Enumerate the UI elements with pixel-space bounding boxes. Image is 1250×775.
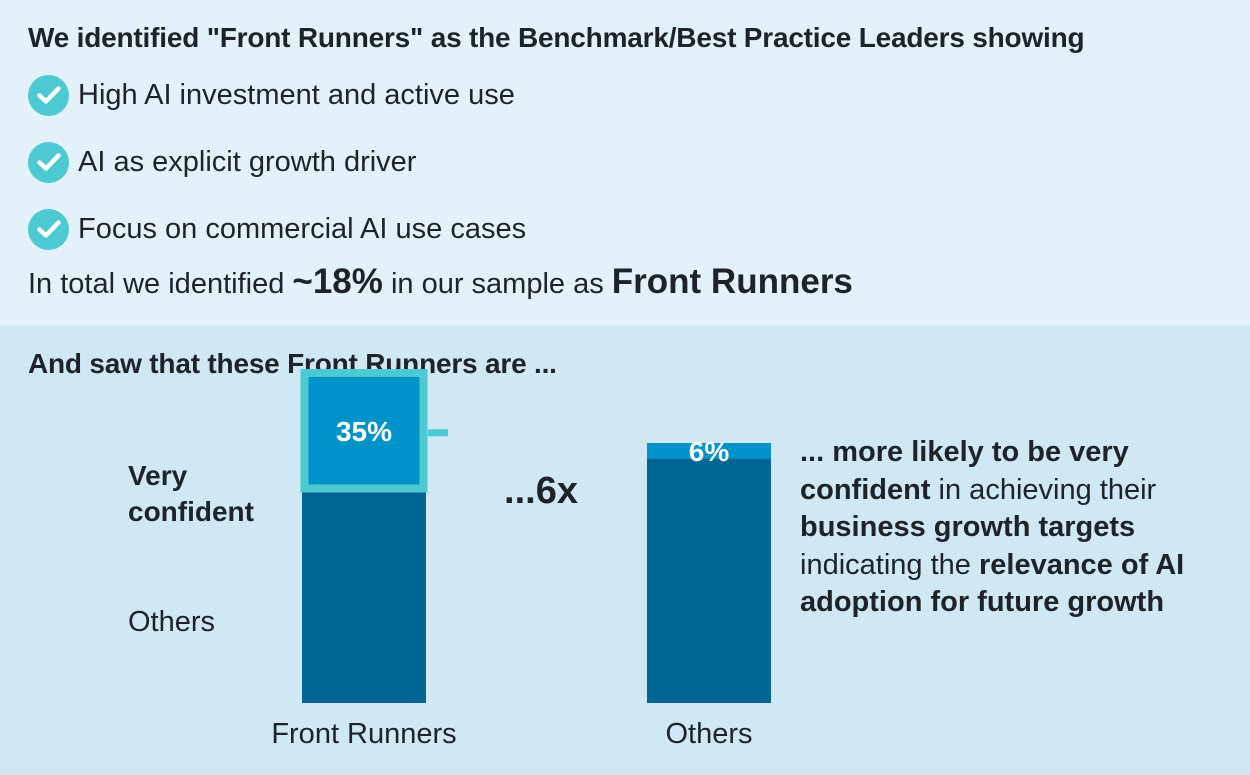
takeaway-text-2: in achieving their xyxy=(930,473,1157,506)
checkmark-icon xyxy=(28,208,69,250)
criterion-label: AI as explicit growth driver xyxy=(78,145,417,178)
takeaway-bold-5: relevance of AI adoption for future grow… xyxy=(800,548,1185,619)
summary-group: Front Runners xyxy=(611,262,853,301)
criterion-label: Focus on commercial AI use cases xyxy=(78,212,527,245)
takeaway-text-4: indicating the xyxy=(800,548,979,581)
criterion-item: Focus on commercial AI use cases xyxy=(28,208,526,250)
bar-segment-very-confident xyxy=(647,443,771,459)
series-label-very-confident-line1: Very xyxy=(128,460,188,491)
stacked-bar-chart: 35% Front Runners 6% Others Very confident Oth… xyxy=(128,369,771,750)
page-title: We identified "Front Runners" as the Ben… xyxy=(28,22,1085,53)
section-title: And saw that these Front Runners are ... xyxy=(28,348,557,379)
summary-middle: in our sample as xyxy=(390,268,604,300)
takeaway-bold-3: business growth targets xyxy=(800,511,1136,543)
results-panel xyxy=(0,325,1250,775)
checkmark-icon xyxy=(28,141,69,183)
checkmark-icon xyxy=(28,74,69,116)
multiplier-label: ...6x xyxy=(504,470,578,512)
criterion-item: AI as explicit growth driver xyxy=(28,141,416,183)
category-label: Others xyxy=(665,718,752,750)
summary-prefix: In total we identified xyxy=(28,268,285,300)
data-label: 35% xyxy=(336,416,392,447)
criteria-panel xyxy=(0,0,1250,325)
summary-line: In total we identified ~18% in our sampl… xyxy=(28,262,853,302)
criterion-label: High AI investment and active use xyxy=(78,78,515,111)
bar-segment-others xyxy=(647,458,771,703)
bar-segment-very-confident xyxy=(300,369,428,493)
summary-share: ~18% xyxy=(292,262,383,301)
bar-segment-others xyxy=(302,488,426,703)
takeaway-text: ... more likely to be very confident in … xyxy=(800,434,1240,622)
series-label-very-confident-line2: confident xyxy=(128,496,254,527)
series-label-others: Others xyxy=(128,606,215,638)
category-label: Front Runners xyxy=(271,718,456,750)
data-label: 6% xyxy=(689,436,730,467)
criterion-item: High AI investment and active use xyxy=(28,74,515,116)
takeaway-bold-1: ... more likely to be very confident xyxy=(800,436,1129,506)
